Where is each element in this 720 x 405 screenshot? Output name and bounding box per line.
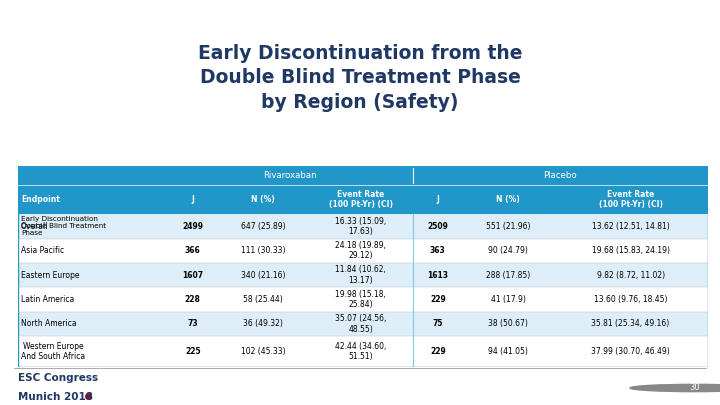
Text: 2509: 2509	[427, 222, 448, 231]
Text: 35.07 (24.56,
48.55): 35.07 (24.56, 48.55)	[335, 314, 387, 334]
Text: 73: 73	[187, 320, 198, 328]
Text: Eastern Europe: Eastern Europe	[21, 271, 79, 279]
Text: 1613: 1613	[427, 271, 449, 279]
Text: 11.84 (10.62,
13.17): 11.84 (10.62, 13.17)	[336, 265, 386, 285]
Bar	[18, 336, 708, 367]
Bar	[18, 263, 708, 287]
Bar	[18, 239, 708, 263]
Text: Early Discontinuation
Double Blind Treatment
Phase: Early Discontinuation Double Blind Treat…	[21, 216, 106, 236]
Text: Munich 2018: Munich 2018	[18, 392, 93, 402]
Text: 229: 229	[430, 295, 446, 304]
Text: 37.99 (30.70, 46.49): 37.99 (30.70, 46.49)	[591, 347, 670, 356]
Text: 19.98 (15.18,
25.84): 19.98 (15.18, 25.84)	[336, 290, 386, 309]
Text: 366: 366	[185, 246, 201, 255]
Bar	[18, 287, 708, 312]
Text: North America: North America	[21, 320, 76, 328]
Text: ESC Congress: ESC Congress	[18, 373, 98, 384]
Text: 228: 228	[185, 295, 201, 304]
Text: 288 (17.85): 288 (17.85)	[486, 271, 530, 279]
Bar	[18, 214, 708, 239]
Text: 13.60 (9.76, 18.45): 13.60 (9.76, 18.45)	[594, 295, 667, 304]
Text: Placebo: Placebo	[544, 171, 577, 180]
Text: 58 (25.44): 58 (25.44)	[243, 295, 283, 304]
Circle shape	[630, 384, 720, 392]
Text: 42.44 (34.60,
51.51): 42.44 (34.60, 51.51)	[335, 341, 387, 361]
Text: Asia Pacific: Asia Pacific	[21, 246, 64, 255]
Text: 647 (25.89): 647 (25.89)	[240, 222, 285, 231]
Text: N (%): N (%)	[496, 195, 520, 204]
Text: 363: 363	[430, 246, 446, 255]
Text: Endpoint: Endpoint	[21, 195, 60, 204]
Text: 41 (17.9): 41 (17.9)	[490, 295, 526, 304]
Text: 24.18 (19.89,
29.12): 24.18 (19.89, 29.12)	[336, 241, 386, 260]
Text: 30: 30	[690, 384, 700, 392]
Text: N (%): N (%)	[251, 195, 275, 204]
Text: 35.81 (25.34, 49.16): 35.81 (25.34, 49.16)	[592, 320, 670, 328]
Text: Event Rate
(100 Pt-Yr) (CI): Event Rate (100 Pt-Yr) (CI)	[328, 190, 392, 209]
Text: Western Europe
And South Africa: Western Europe And South Africa	[21, 341, 85, 361]
Text: J: J	[436, 195, 439, 204]
Text: 90 (24.79): 90 (24.79)	[488, 246, 528, 255]
Text: 102 (45.33): 102 (45.33)	[240, 347, 285, 356]
Bar	[18, 166, 708, 185]
Text: 19.68 (15.83, 24.19): 19.68 (15.83, 24.19)	[592, 246, 670, 255]
Text: Overall: Overall	[21, 222, 48, 231]
Text: 16.33 (15.09,
17.63): 16.33 (15.09, 17.63)	[335, 217, 386, 236]
Text: 340 (21.16): 340 (21.16)	[240, 271, 285, 279]
Text: 38 (50.67): 38 (50.67)	[488, 320, 528, 328]
Text: 36 (49.32): 36 (49.32)	[243, 320, 283, 328]
Text: Early Discontinuation from the
Double Blind Treatment Phase
by Region (Safety): Early Discontinuation from the Double Bl…	[198, 44, 522, 111]
Bar	[18, 185, 708, 214]
Text: Rivaroxaban: Rivaroxaban	[264, 171, 317, 180]
Text: 9.82 (8.72, 11.02): 9.82 (8.72, 11.02)	[597, 271, 665, 279]
Text: 551 (21.96): 551 (21.96)	[486, 222, 531, 231]
Text: 111 (30.33): 111 (30.33)	[240, 246, 285, 255]
Text: 75: 75	[433, 320, 443, 328]
Text: 1607: 1607	[182, 271, 203, 279]
Text: 225: 225	[185, 347, 201, 356]
Text: J: J	[192, 195, 194, 204]
Bar	[18, 312, 708, 336]
Text: 229: 229	[430, 347, 446, 356]
Text: 13.62 (12.51, 14.81): 13.62 (12.51, 14.81)	[592, 222, 670, 231]
Text: Event Rate
(100 Pt-Yr) (CI): Event Rate (100 Pt-Yr) (CI)	[598, 190, 662, 209]
Text: Latin America: Latin America	[21, 295, 74, 304]
Text: 94 (41.05): 94 (41.05)	[488, 347, 528, 356]
Text: 2499: 2499	[182, 222, 203, 231]
